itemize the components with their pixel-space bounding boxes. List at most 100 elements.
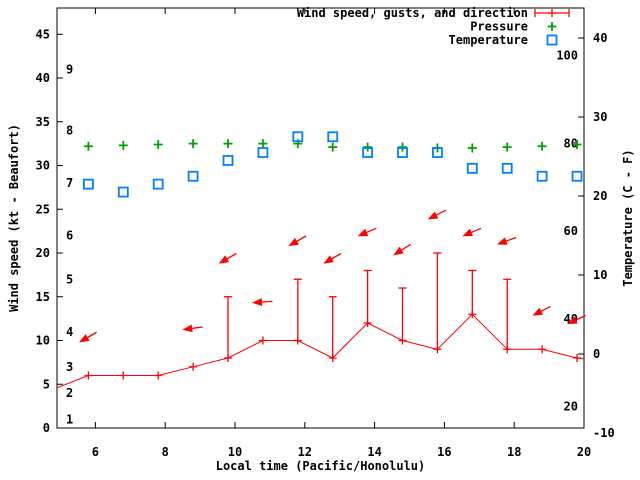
- y-left-tick-label: 0: [43, 421, 50, 435]
- legend-wind-marker: [548, 9, 556, 17]
- wind-speed-point: [224, 354, 233, 362]
- y-left-tick-label: 40: [36, 71, 50, 85]
- y-right-axis-title: Temperature (C - F): [621, 149, 635, 286]
- pressure-point: [223, 139, 233, 149]
- wind-direction-arrow-head: [567, 316, 578, 325]
- y-left-tick-label: 10: [36, 334, 50, 348]
- x-axis-tick-label: 10: [228, 445, 242, 459]
- x-axis-tick-label: 8: [162, 445, 169, 459]
- x-axis-tick-label: 20: [577, 445, 591, 459]
- temperature-point: [222, 155, 234, 166]
- x-axis-tick-label: 18: [507, 445, 521, 459]
- y-right-tick-label: 30: [593, 110, 607, 124]
- y-left-tick-label: 35: [36, 115, 50, 129]
- x-axis-tick-label: 12: [298, 445, 312, 459]
- pressure-point: [537, 141, 547, 151]
- wind-speed-point: [119, 371, 128, 380]
- wind-direction-arrow-head: [497, 237, 508, 245]
- wind-direction-arrow-head: [182, 324, 193, 333]
- temperature-point: [292, 131, 304, 143]
- y-right-tick-label: 0: [593, 347, 600, 361]
- legend-label: Temperature: [449, 33, 528, 47]
- temperature-point: [536, 170, 548, 182]
- fahrenheit-scale-label: 80: [564, 136, 578, 150]
- beaufort-scale-label: 5: [66, 272, 73, 286]
- legend-label: Pressure: [470, 20, 528, 34]
- wind-direction-arrow-head: [427, 211, 439, 220]
- y-right-tick-label: 40: [593, 31, 607, 45]
- temperature-point: [571, 170, 583, 182]
- y-right-tick-label: -10: [593, 426, 615, 440]
- beaufort-scale-label: 7: [66, 176, 73, 190]
- wind-speed-point: [328, 354, 337, 362]
- beaufort-scale-label: 4: [66, 325, 73, 339]
- y-left-axis-title: Wind speed (kt - Beaufort): [7, 124, 21, 312]
- pressure-point: [153, 140, 163, 149]
- wind-speed-point: [433, 345, 442, 354]
- legend-label: Wind speed, gusts, and direction: [297, 6, 528, 20]
- pressure-point: [398, 142, 408, 152]
- wind-speed-point: [363, 319, 372, 327]
- wind-speed-point: [258, 336, 267, 345]
- wind-speed-point: [293, 336, 302, 345]
- beaufort-scale-label: 8: [66, 124, 73, 138]
- temperature-point: [432, 147, 443, 158]
- y-right-tick-label: 20: [593, 189, 607, 203]
- pressure-point: [118, 140, 128, 150]
- wind-direction-arrow-head: [218, 255, 230, 264]
- pressure-point: [363, 142, 373, 152]
- x-axis-title: Local time (Pacific/Honolulu): [216, 459, 426, 473]
- wind-speed-point: [503, 345, 512, 354]
- temperature-point: [362, 147, 374, 158]
- y-left-tick-label: 20: [36, 246, 50, 260]
- beaufort-scale-label: 9: [66, 62, 73, 76]
- wind-direction-arrow-head: [252, 298, 263, 306]
- wind-direction-arrow-head: [532, 307, 544, 316]
- pressure-point: [467, 143, 477, 153]
- y-left-tick-label: 5: [43, 377, 50, 391]
- pressure-point: [572, 140, 582, 149]
- beaufort-scale-label: 6: [66, 229, 73, 243]
- temperature-point: [466, 162, 478, 174]
- y-right-tick-label: 10: [593, 268, 607, 282]
- beaufort-scale-label: 3: [66, 360, 73, 374]
- wind-speed-point: [468, 310, 477, 319]
- temperature-point: [117, 186, 129, 198]
- temperature-point: [187, 170, 199, 182]
- y-left-tick-label: 15: [36, 290, 50, 304]
- wind-speed-point: [189, 362, 198, 371]
- x-axis-tick-label: 14: [367, 445, 381, 459]
- beaufort-scale-label: 1: [66, 412, 73, 426]
- y-left-tick-label: 30: [36, 159, 50, 173]
- wind-direction-arrow-head: [288, 237, 299, 247]
- wind-direction-arrow-head: [357, 228, 369, 237]
- temperature-point: [501, 162, 513, 174]
- fahrenheit-scale-label: 20: [564, 400, 578, 414]
- wind-speed-point: [538, 345, 547, 354]
- temperature-point: [327, 131, 339, 143]
- y-left-tick-label: 25: [36, 202, 50, 216]
- fahrenheit-scale-label: 60: [564, 224, 578, 238]
- wind-direction-arrow-head: [462, 228, 473, 237]
- pressure-point: [328, 142, 338, 152]
- y-left-tick-label: 45: [36, 27, 50, 41]
- plot-border: [56, 7, 585, 429]
- temperature-point: [83, 178, 94, 190]
- pressure-point: [502, 142, 512, 152]
- pressure-point: [83, 141, 93, 151]
- wind-direction-arrow-head: [79, 334, 90, 343]
- x-axis-tick-label: 6: [92, 445, 99, 459]
- wind-direction-arrow-head: [393, 246, 404, 256]
- temperature-point: [397, 147, 408, 158]
- pressure-point: [188, 139, 198, 149]
- legend-temperature-marker: [546, 34, 558, 46]
- x-axis-tick-label: 16: [437, 445, 451, 459]
- wind-speed-point: [154, 371, 163, 380]
- wind-speed-point: [573, 354, 582, 362]
- pressure-point: [258, 139, 268, 149]
- wind-speed-point: [84, 371, 93, 380]
- temperature-point: [152, 178, 164, 190]
- temperature-point: [257, 147, 269, 158]
